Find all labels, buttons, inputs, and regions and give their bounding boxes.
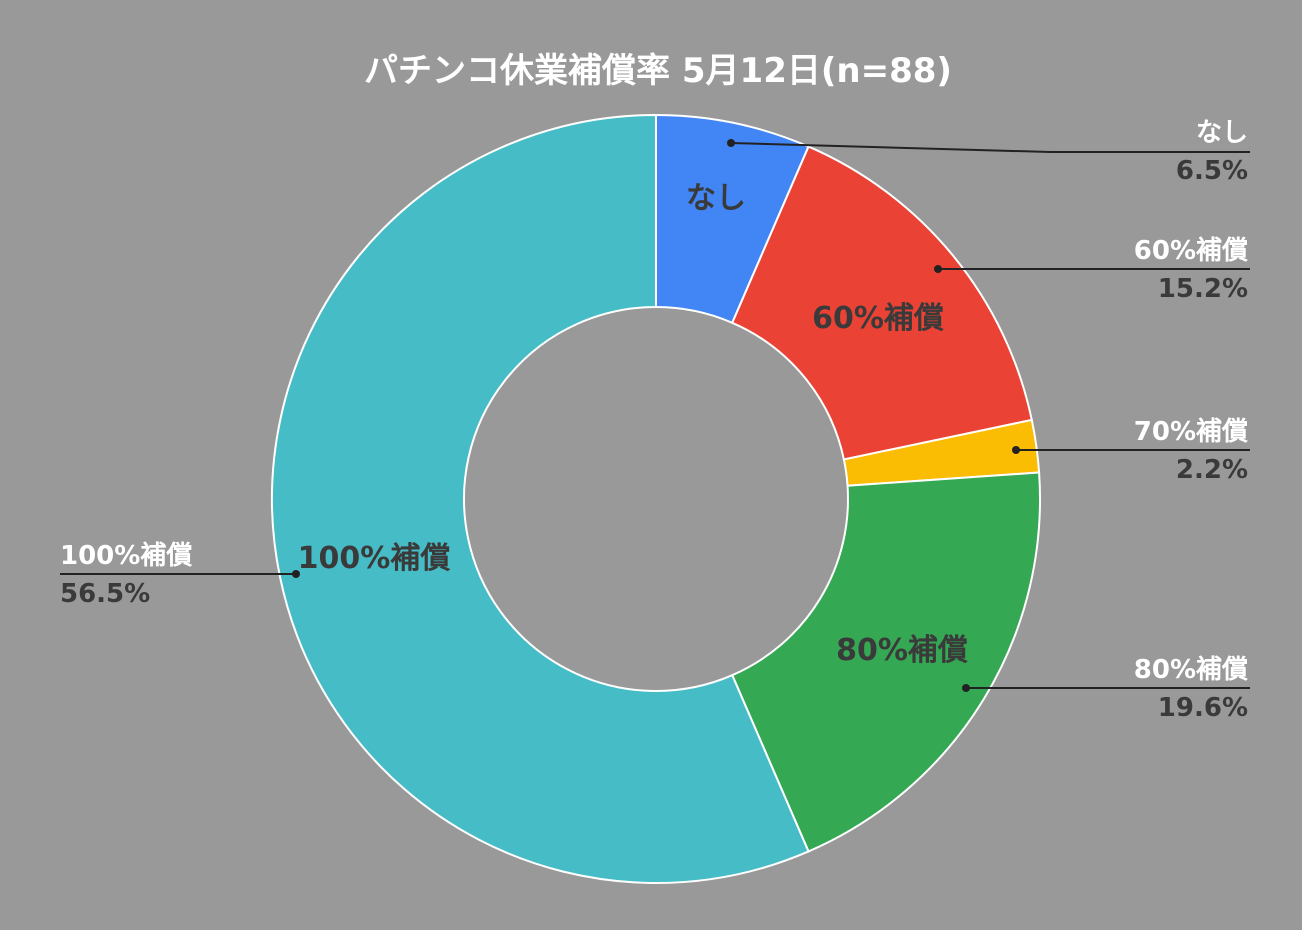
callout-dot-0 <box>727 139 735 147</box>
callout-percent-2: 2.2% <box>1176 455 1248 485</box>
slice-inside-label-4: 100%補償 <box>298 541 451 576</box>
callout-label-1: 60%補償 <box>1134 236 1248 266</box>
callout-percent-3: 19.6% <box>1158 693 1248 723</box>
callout-percent-0: 6.5% <box>1176 156 1248 186</box>
callouts-layer: なし 6.5% 60%補償 15.2% 70%補償 2.2% 80%補償 19.6% 100%補… <box>60 118 1250 723</box>
callout-dot-3 <box>962 684 970 692</box>
chart-title: パチンコ休業補償率 5月12日(n=88) <box>364 51 952 91</box>
callout-percent-4: 56.5% <box>60 579 150 609</box>
callout-label-2: 70%補償 <box>1134 417 1248 447</box>
callout-percent-1: 15.2% <box>1158 274 1248 304</box>
slice-60pct-1 <box>730 145 1033 461</box>
slice-80pct-3 <box>730 471 1041 853</box>
callout-label-0: なし <box>1196 118 1248 148</box>
callout-leader-line-0 <box>730 142 1250 153</box>
slice-inside-label-3: 80%補償 <box>836 633 968 668</box>
callout-dot-1 <box>934 265 942 273</box>
slice-100pct-4 <box>271 113 810 884</box>
slice-inside-label-1: 60%補償 <box>812 301 944 336</box>
callout-dot-4 <box>292 570 300 578</box>
callout-dot-2 <box>1012 446 1020 454</box>
slices-layer <box>271 113 1041 884</box>
inside-labels-layer: なし 60%補償 80%補償 100%補償 <box>298 181 968 668</box>
callout-label-3: 80%補償 <box>1134 655 1248 685</box>
slice-inside-label-0: なし <box>686 181 746 216</box>
callout-label-4: 100%補償 <box>60 541 192 571</box>
